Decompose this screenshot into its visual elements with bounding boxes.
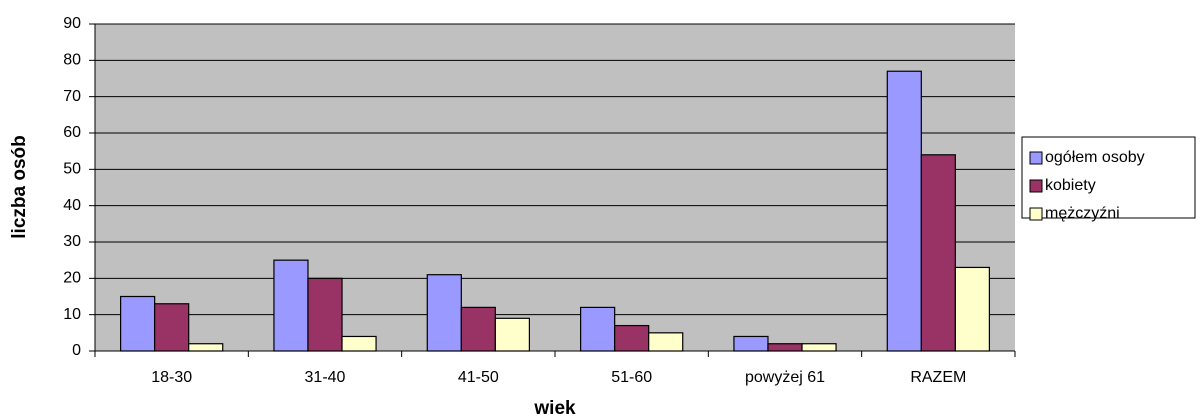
legend-label: kobiety — [1045, 177, 1096, 194]
bar — [580, 306, 616, 352]
bar — [920, 154, 956, 352]
y-tick-label: 40 — [63, 197, 81, 214]
legend-swatch — [1029, 151, 1043, 165]
bar — [886, 70, 922, 352]
bar — [426, 274, 462, 352]
x-tick-label: 51-60 — [611, 369, 652, 386]
bar — [307, 277, 343, 352]
x-tick-label: 31-40 — [305, 369, 346, 386]
y-tick-label: 30 — [63, 233, 81, 250]
bar — [341, 335, 377, 352]
plot-area — [95, 24, 1015, 351]
bar — [733, 335, 769, 352]
y-tick-label: 0 — [72, 342, 81, 359]
legend-box — [1021, 136, 1196, 219]
y-tick-label: 80 — [63, 52, 81, 69]
y-tick-label: 10 — [63, 306, 81, 323]
y-tick-label: 70 — [63, 88, 81, 105]
legend-swatch — [1029, 207, 1043, 221]
bar — [273, 259, 309, 352]
bar — [188, 343, 224, 352]
x-tick-label: RAZEM — [910, 369, 966, 386]
x-tick-label: powyżej 61 — [745, 369, 825, 386]
x-axis-title: wiek — [533, 398, 576, 419]
bar — [154, 303, 190, 352]
bar — [460, 306, 496, 352]
y-tick-label: 50 — [63, 161, 81, 178]
bar — [120, 295, 156, 352]
bar — [954, 266, 990, 352]
legend-label: ogółem osoby — [1045, 149, 1145, 166]
x-tick-label: 41-50 — [458, 369, 499, 386]
y-tick-label: 20 — [63, 270, 81, 287]
y-axis-title: liczba osób — [9, 135, 30, 238]
y-tick-label: 90 — [63, 15, 81, 32]
bar — [494, 317, 530, 352]
bar — [767, 343, 803, 352]
legend-label: mężczyźni — [1045, 205, 1120, 222]
bar — [614, 324, 650, 352]
legend-swatch — [1029, 179, 1043, 193]
bar — [648, 332, 684, 352]
x-tick-label: 18-30 — [151, 369, 192, 386]
y-tick-label: 60 — [63, 124, 81, 141]
bar — [801, 343, 837, 352]
